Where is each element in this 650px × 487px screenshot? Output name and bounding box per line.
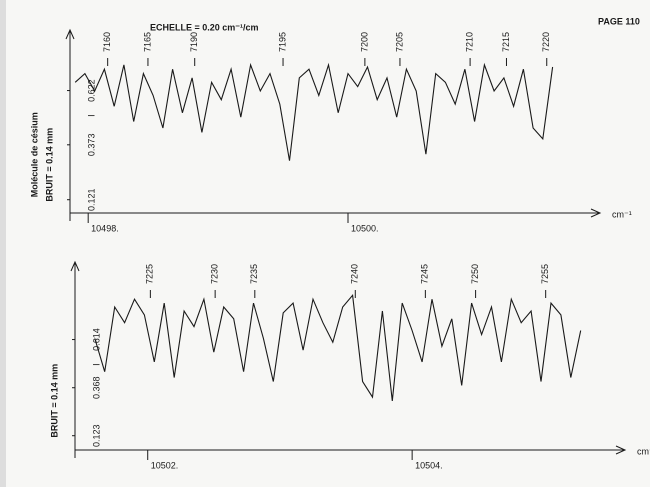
line-assignment: 7245 bbox=[420, 264, 430, 284]
x-unit: cm⁻¹ bbox=[637, 446, 650, 456]
y-tick-label: 0.121 bbox=[86, 188, 96, 211]
noise-label: BRUIT = 0.14 mm bbox=[49, 364, 59, 438]
line-assignment: 7235 bbox=[249, 264, 259, 284]
line-assignment: 7215 bbox=[501, 32, 511, 52]
x-tick-label: 10502. bbox=[151, 460, 179, 470]
line-assignment: 7200 bbox=[359, 32, 369, 52]
x-tick-label: 10500. bbox=[351, 223, 379, 233]
y-tick-label: 0.622 bbox=[86, 79, 96, 102]
y-tick-label: 0.368 bbox=[91, 376, 101, 399]
intensity-symbol: I bbox=[86, 114, 96, 117]
page-edge bbox=[0, 0, 6, 487]
line-assignment: 7230 bbox=[210, 264, 220, 284]
x-axis bbox=[70, 208, 602, 218]
y-axis bbox=[70, 260, 80, 458]
y-axis bbox=[65, 28, 75, 221]
x-tick-label: 10504. bbox=[415, 460, 443, 470]
spectrum-line bbox=[94, 293, 582, 402]
x-unit: cm⁻¹ bbox=[612, 209, 632, 219]
line-assignment: 7225 bbox=[145, 264, 155, 284]
line-assignment: 7255 bbox=[540, 264, 550, 284]
x-axis bbox=[75, 445, 627, 455]
page-number: PAGE 110 bbox=[598, 16, 640, 26]
y-tick-label: 0.614 bbox=[91, 328, 101, 351]
line-assignment: 7240 bbox=[350, 264, 360, 284]
line-assignment: 7160 bbox=[102, 32, 112, 52]
y-tick-label: 0.123 bbox=[91, 424, 101, 447]
line-assignment: 7250 bbox=[470, 264, 480, 284]
spectrum-line bbox=[74, 62, 554, 161]
line-assignment: 7195 bbox=[277, 32, 287, 52]
y-tick-label: 0.373 bbox=[86, 134, 96, 157]
x-tick-label: 10498. bbox=[91, 223, 119, 233]
line-assignment: 7205 bbox=[394, 32, 404, 52]
noise-label: BRUIT = 0.14 mm bbox=[44, 128, 54, 202]
line-assignment: 7210 bbox=[464, 32, 474, 52]
y-axis-label: Molécule de césium bbox=[29, 112, 39, 197]
scale-label: ECHELLE = 0.20 cm⁻¹/cm bbox=[150, 22, 259, 32]
line-assignment: 7165 bbox=[142, 32, 152, 52]
line-assignment: 7190 bbox=[189, 32, 199, 52]
line-assignment: 7220 bbox=[541, 32, 551, 52]
intensity-symbol: I bbox=[91, 363, 101, 366]
